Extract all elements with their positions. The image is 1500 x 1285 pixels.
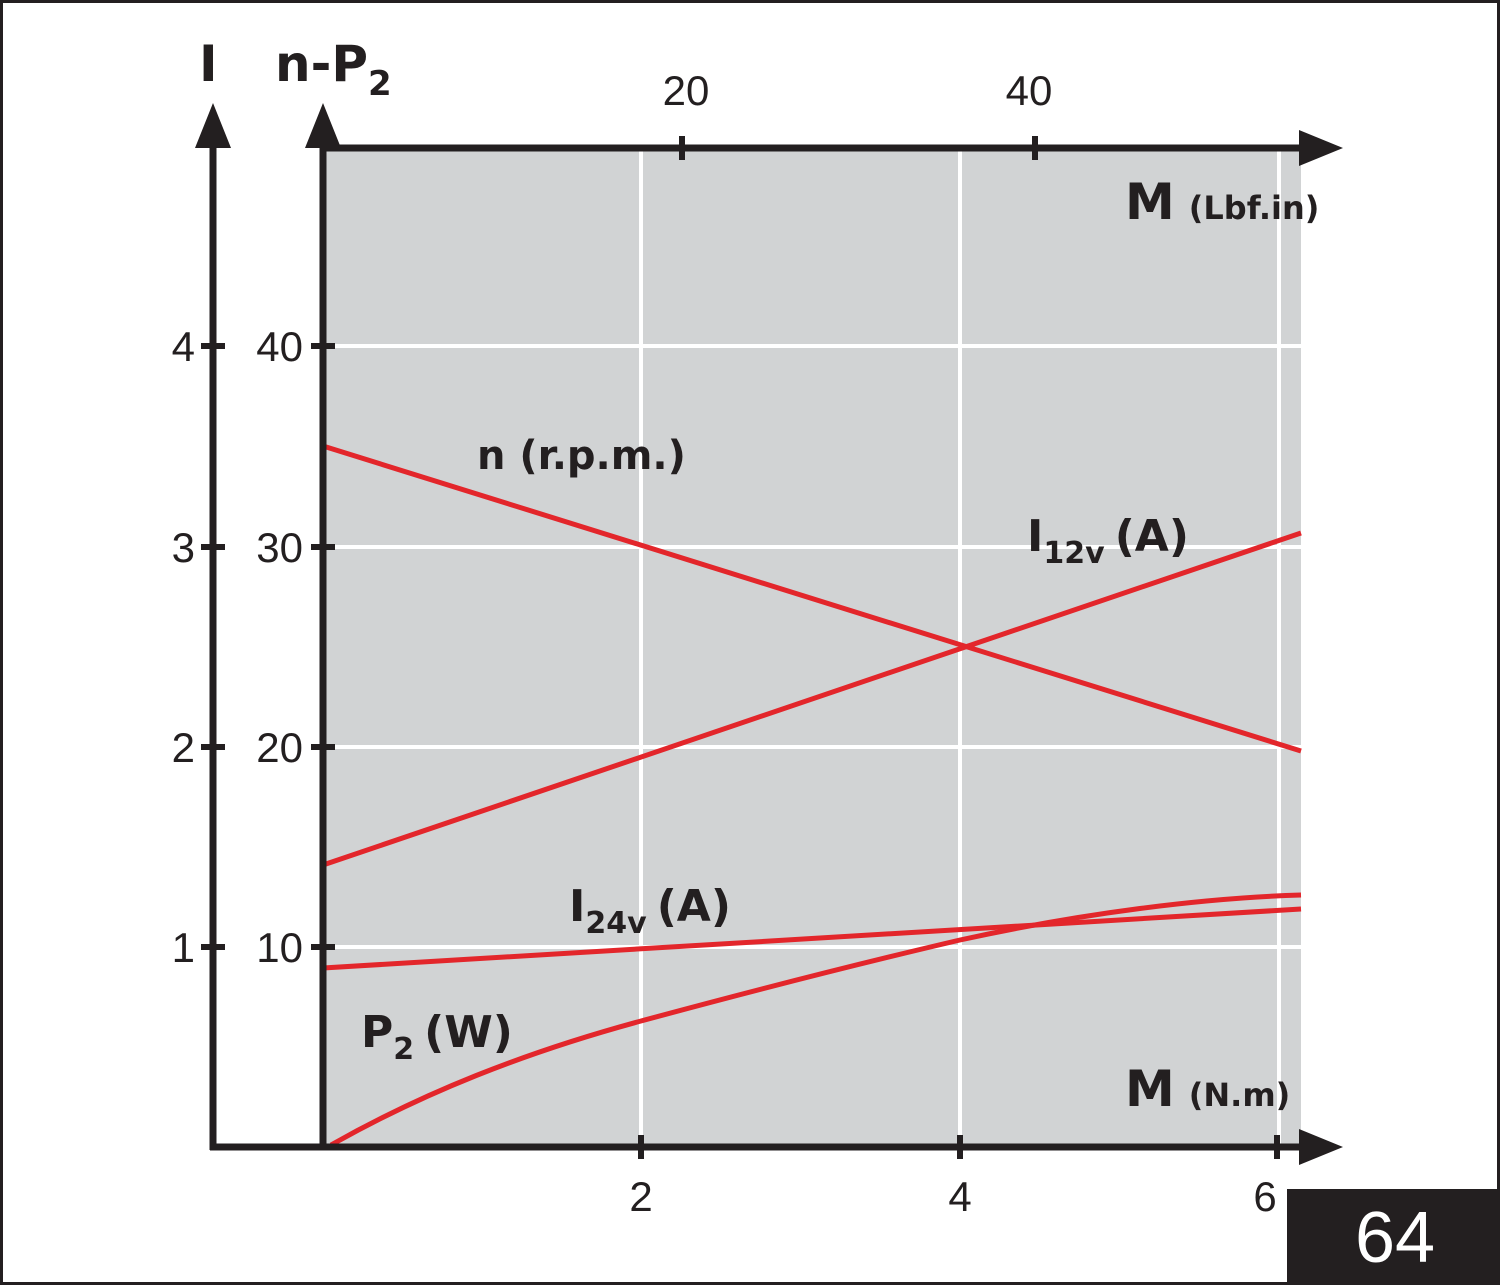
label-n: n (r.p.m.) — [477, 433, 686, 479]
curve-i12 — [322, 530, 1302, 868]
label-i24: I24v (A) — [569, 881, 731, 941]
arrow-right-icon — [1299, 1129, 1343, 1165]
np2-axis-title: n-P2 — [275, 35, 392, 104]
chart-svg: 4 3 2 1 40 30 20 10 2 4 6 20 40 I n-P2 M… — [172, 35, 1343, 1220]
tick-marks — [201, 136, 1280, 1159]
top-tick-label: 40 — [1006, 67, 1053, 114]
arrow-right-icon — [1299, 130, 1343, 166]
bottom-axis-title: M (N.m) — [1125, 1060, 1290, 1118]
np2-tick-label: 30 — [256, 524, 303, 571]
top-tick-label: 20 — [663, 67, 710, 114]
bottom-tick-label: 6 — [1253, 1173, 1276, 1220]
i-tick-label: 1 — [172, 924, 195, 971]
arrow-heads — [195, 103, 1343, 1165]
bottom-tick-label: 4 — [948, 1173, 971, 1220]
label-i12: I12v (A) — [1027, 511, 1189, 571]
np2-tick-label: 40 — [256, 323, 303, 370]
np2-tick-label: 10 — [256, 924, 303, 971]
curves — [322, 443, 1302, 1148]
i-axis-title: I — [199, 35, 218, 93]
np2-tick-label: 20 — [256, 724, 303, 771]
label-p2: P2 (W) — [361, 1007, 513, 1067]
curve-n — [322, 443, 1302, 754]
arrow-up-icon — [305, 103, 341, 148]
plot-area — [323, 148, 1301, 1147]
i-tick-label: 3 — [172, 524, 195, 571]
curve-i24 — [322, 906, 1302, 971]
top-axis-title: M (Lbf.in) — [1125, 173, 1319, 231]
i-tick-label: 2 — [172, 724, 195, 771]
i-tick-label: 4 — [172, 323, 195, 370]
arrow-up-icon — [195, 103, 231, 148]
curve-p2 — [329, 892, 1302, 1148]
axes — [209, 143, 1303, 1151]
gridlines — [323, 148, 1301, 1147]
bottom-tick-label: 2 — [629, 1173, 652, 1220]
page-number-badge: 64 — [1287, 1189, 1497, 1282]
